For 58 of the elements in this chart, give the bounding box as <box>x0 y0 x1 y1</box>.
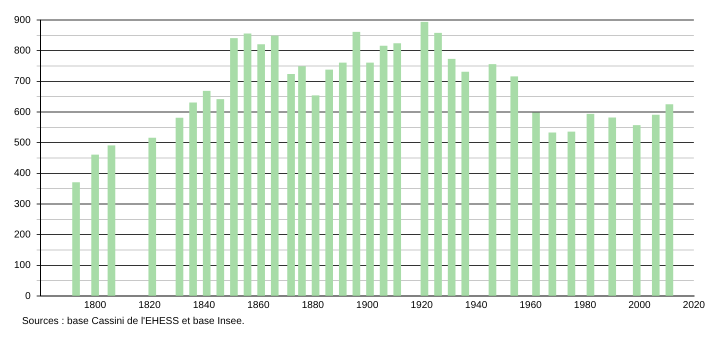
y-tick-label: 700 <box>14 76 32 88</box>
bar <box>380 46 388 296</box>
bar <box>632 125 641 296</box>
bar <box>448 58 456 296</box>
bar <box>666 104 674 296</box>
source-note: Sources : base Cassini de l'EHESS et base Insee. <box>22 316 246 327</box>
x-tick-label: 1880 <box>302 300 324 311</box>
bar <box>312 95 320 296</box>
x-tick-label: 1920 <box>410 300 434 311</box>
bar <box>352 32 360 296</box>
bar <box>230 38 238 296</box>
x-tick-label: 1980 <box>574 300 597 311</box>
x-tick-label: 1840 <box>192 300 216 311</box>
bar <box>434 32 442 296</box>
bar <box>586 114 594 296</box>
bar <box>176 118 184 296</box>
bar <box>72 182 80 296</box>
y-tick-label: 500 <box>14 137 32 148</box>
bar <box>548 132 556 296</box>
bar <box>608 117 616 296</box>
x-tick-label: 2000 <box>628 300 652 311</box>
bar <box>325 70 334 296</box>
bar <box>366 62 374 296</box>
bar <box>338 62 347 296</box>
bar <box>488 64 496 296</box>
bar <box>298 66 306 296</box>
y-tick-label: 300 <box>14 198 32 210</box>
y-tick-label: 800 <box>14 45 32 56</box>
bar <box>287 74 295 296</box>
bar <box>510 76 518 296</box>
y-tick-label: 100 <box>14 260 32 272</box>
bar <box>270 36 279 296</box>
bar <box>652 114 660 296</box>
bar <box>244 33 252 296</box>
bar <box>420 22 428 296</box>
x-tick-label: 1860 <box>247 300 270 311</box>
bar <box>532 112 540 296</box>
x-tick-label: 2020 <box>682 300 706 311</box>
x-tick-label: 1940 <box>465 300 488 311</box>
bar <box>148 138 156 296</box>
bar <box>189 102 197 296</box>
y-tick-label: 0 <box>25 290 32 302</box>
bar <box>202 90 211 296</box>
bar <box>257 44 265 296</box>
y-tick-label: 400 <box>14 168 32 180</box>
bar <box>91 154 99 296</box>
bar <box>216 99 224 296</box>
bar <box>108 145 116 296</box>
x-tick-label: 1820 <box>138 300 162 311</box>
bar <box>393 43 402 296</box>
bar <box>461 72 470 296</box>
y-tick-label: 900 <box>14 14 32 26</box>
y-tick-label: 600 <box>14 106 32 118</box>
x-tick-label: 1960 <box>519 300 542 311</box>
x-tick-label: 1900 <box>356 300 379 311</box>
y-tick-label: 200 <box>14 229 32 240</box>
bar <box>568 132 576 296</box>
x-tick-label: 1800 <box>84 300 107 311</box>
